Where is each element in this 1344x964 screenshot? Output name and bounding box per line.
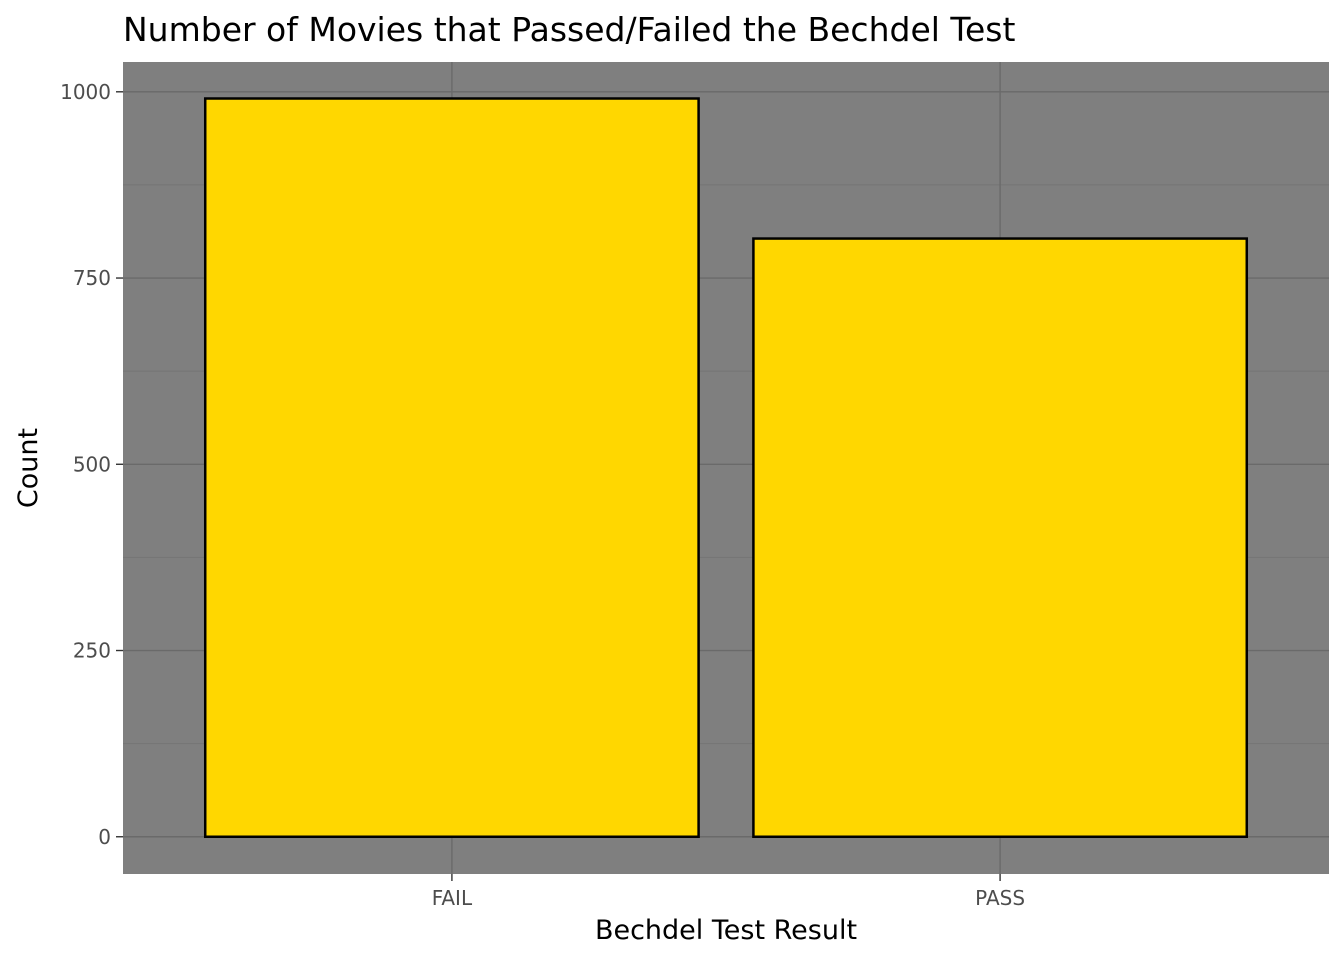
bar-pass	[752, 237, 1249, 839]
y-tick-label: 500	[73, 452, 111, 476]
bars	[203, 97, 1249, 839]
y-axis: 0 250 500 750 1000	[60, 80, 123, 849]
y-tick-label: 0	[98, 825, 111, 849]
x-axis: FAIL PASS	[432, 874, 1025, 910]
bar-fail	[203, 97, 700, 839]
x-tick-label: FAIL	[432, 886, 473, 910]
chart-title: Number of Movies that Passed/Failed the …	[123, 10, 1015, 49]
y-tick-label: 250	[73, 639, 111, 663]
y-tick-label: 750	[73, 266, 111, 290]
x-tick-label: PASS	[975, 886, 1025, 910]
x-axis-title: Bechdel Test Result	[595, 915, 857, 946]
y-tick-label: 1000	[60, 80, 111, 104]
y-axis-title: Count	[13, 428, 44, 508]
